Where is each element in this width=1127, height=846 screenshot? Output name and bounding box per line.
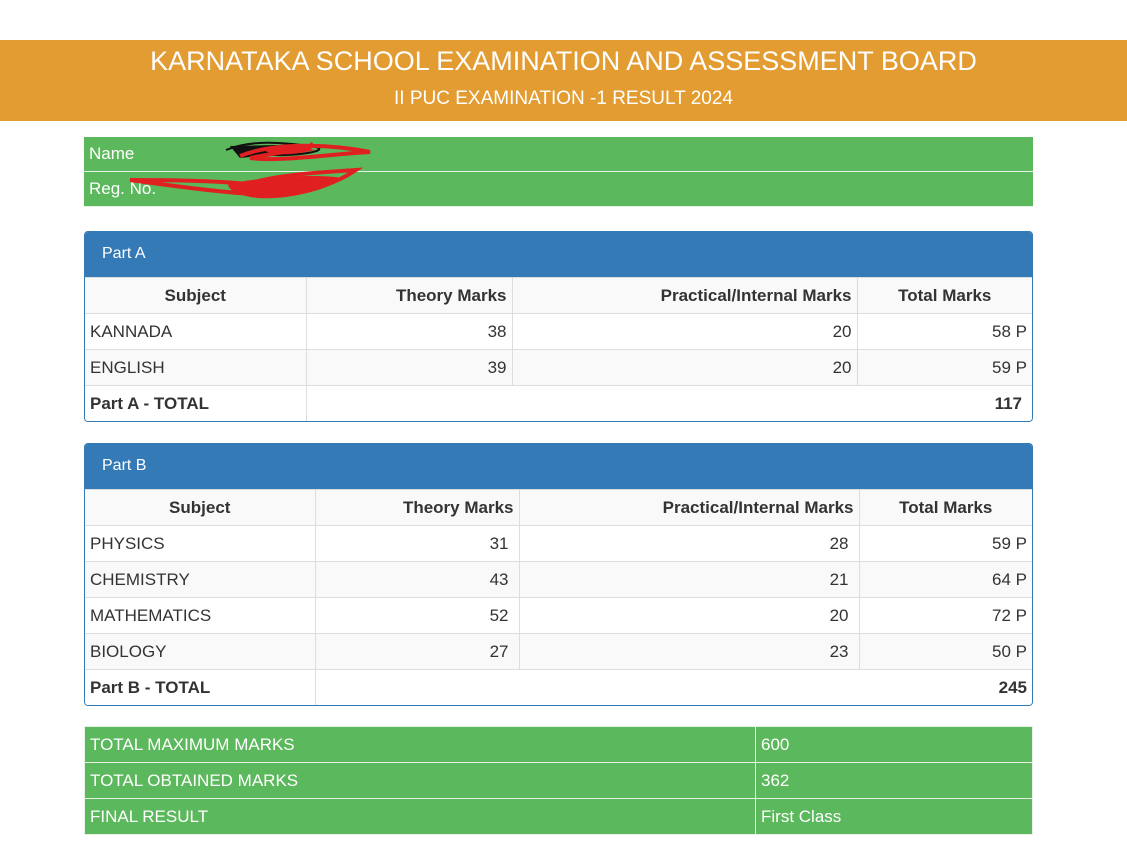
part-b-total-value: 245 [314, 669, 1032, 705]
summary-value: First Class [755, 798, 1033, 835]
subject-cell: ENGLISH [85, 349, 307, 386]
summary-label: FINAL RESULT [84, 798, 756, 835]
total-cell: 72 P [858, 597, 1032, 634]
subject-cell: PHYSICS [85, 525, 316, 562]
summary-row-max-marks: TOTAL MAXIMUM MARKS 600 [84, 726, 1033, 763]
subject-cell: CHEMISTRY [85, 561, 316, 598]
name-redaction-scribble [225, 141, 371, 162]
theory-cell: 39 [305, 349, 513, 386]
col-theory: Theory Marks [305, 277, 513, 314]
part-b-table: Subject Theory Marks Practical/Internal … [85, 489, 1032, 705]
table-row: BIOLOGY 27 23 50 P [85, 633, 1032, 670]
part-a-total-label: Part A - TOTAL [85, 385, 307, 421]
part-a-total-value: 117 [305, 385, 1032, 421]
practical-cell: 28 [518, 525, 860, 562]
summary-row-obtained-marks: TOTAL OBTAINED MARKS 362 [84, 762, 1033, 799]
theory-cell: 31 [314, 525, 520, 562]
summary-value: 600 [755, 726, 1033, 763]
table-row: MATHEMATICS 52 20 72 P [85, 597, 1032, 634]
total-cell: 58 P [856, 313, 1032, 350]
total-cell: 50 P [858, 633, 1032, 670]
board-title: KARNATAKA SCHOOL EXAMINATION AND ASSESSM… [150, 46, 977, 76]
theory-cell: 27 [314, 633, 520, 670]
col-total: Total Marks [856, 277, 1032, 314]
col-practical: Practical/Internal Marks [518, 489, 860, 526]
practical-cell: 20 [511, 313, 858, 350]
part-b-panel: Part B Subject Theory Marks Practical/In… [84, 443, 1033, 706]
subject-cell: MATHEMATICS [85, 597, 316, 634]
practical-cell: 21 [518, 561, 860, 598]
name-row: Name [84, 137, 1033, 172]
part-a-panel: Part A Subject Theory Marks Practical/In… [84, 231, 1033, 422]
table-row: ENGLISH 39 20 59 P [85, 349, 1032, 386]
practical-cell: 20 [518, 597, 860, 634]
reg-no-redaction-scribble [129, 167, 363, 199]
total-cell: 59 P [858, 525, 1032, 562]
subject-cell: KANNADA [85, 313, 307, 350]
part-a-header-row: Subject Theory Marks Practical/Internal … [85, 277, 1032, 314]
table-row: KANNADA 38 20 58 P [85, 313, 1032, 350]
col-total: Total Marks [858, 489, 1032, 526]
header-banner: KARNATAKA SCHOOL EXAMINATION AND ASSESSM… [0, 40, 1127, 121]
total-cell: 64 P [858, 561, 1032, 598]
total-cell: 59 P [856, 349, 1032, 386]
result-summary-table: TOTAL MAXIMUM MARKS 600 TOTAL OBTAINED M… [84, 726, 1033, 835]
summary-row-final-result: FINAL RESULT First Class [84, 798, 1033, 835]
table-row: CHEMISTRY 43 21 64 P [85, 561, 1032, 598]
student-info-table: Name Reg. No. [84, 137, 1033, 207]
part-b-header-row: Subject Theory Marks Practical/Internal … [85, 489, 1032, 526]
exam-subtitle: II PUC EXAMINATION -1 RESULT 2024 [394, 88, 733, 109]
theory-cell: 38 [305, 313, 513, 350]
part-b-heading: Part B [85, 444, 1032, 489]
part-b-total-row: Part B - TOTAL 245 [85, 669, 1032, 705]
col-subject: Subject [85, 489, 316, 526]
col-subject: Subject [85, 277, 307, 314]
col-theory: Theory Marks [314, 489, 520, 526]
table-row: PHYSICS 31 28 59 P [85, 525, 1032, 562]
practical-cell: 20 [511, 349, 858, 386]
part-b-total-label: Part B - TOTAL [85, 669, 316, 705]
theory-cell: 52 [314, 597, 520, 634]
practical-cell: 23 [518, 633, 860, 670]
name-label: Name [84, 137, 1033, 172]
col-practical: Practical/Internal Marks [511, 277, 858, 314]
subject-cell: BIOLOGY [85, 633, 316, 670]
part-a-table: Subject Theory Marks Practical/Internal … [85, 277, 1032, 421]
summary-label: TOTAL OBTAINED MARKS [84, 762, 756, 799]
summary-label: TOTAL MAXIMUM MARKS [84, 726, 756, 763]
part-a-heading: Part A [85, 232, 1032, 277]
summary-value: 362 [755, 762, 1033, 799]
part-a-total-row: Part A - TOTAL 117 [85, 385, 1032, 421]
theory-cell: 43 [314, 561, 520, 598]
